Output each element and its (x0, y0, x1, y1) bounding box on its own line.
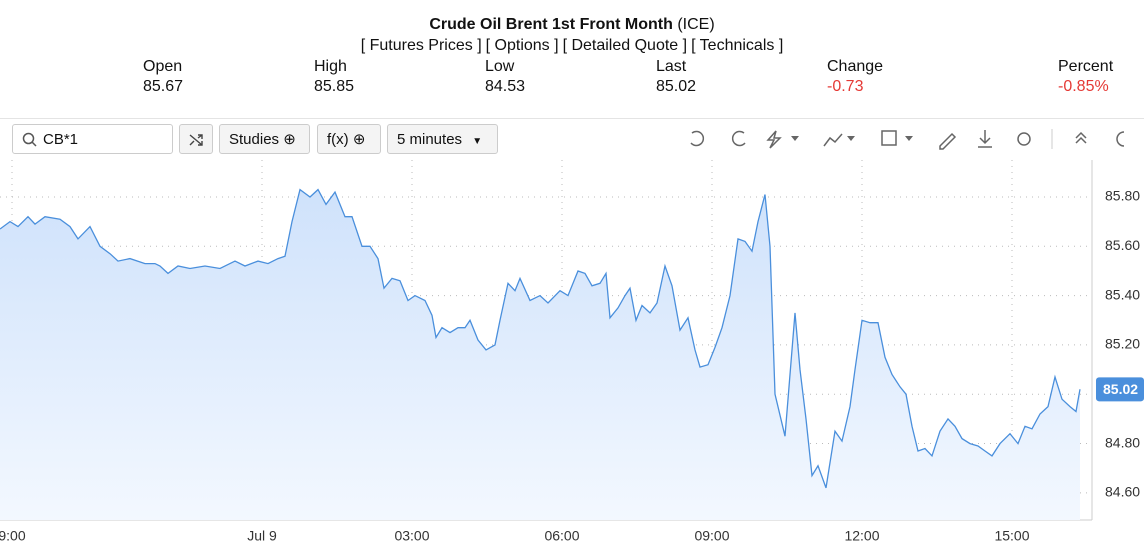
quote-label: Change (827, 58, 884, 75)
compare-button[interactable] (179, 124, 213, 154)
toolbar: CB*1 Studies ⊕ f(x) ⊕ 5 minutes ▼ (0, 118, 1144, 161)
download-icon[interactable] (978, 130, 992, 148)
quote-value: -0.73 (827, 78, 864, 95)
symbol-input[interactable]: CB*1 (12, 124, 173, 154)
undo-icon[interactable] (690, 130, 705, 147)
settings-icon[interactable] (1017, 132, 1031, 146)
quote-value: 84.53 (485, 78, 526, 95)
last-price-badge (1096, 377, 1144, 402)
last-price-label: 85.02 (1103, 381, 1138, 397)
quote-field: Change -0.73 (827, 57, 883, 97)
y-tick-label: 85.80 (1105, 188, 1140, 204)
area (0, 189, 1080, 520)
quote-value: 85.67 (143, 78, 184, 95)
layout-icon[interactable] (881, 130, 897, 146)
y-tick-label: 84.80 (1105, 434, 1140, 450)
title-line: Crude Oil Brent 1st Front Month (ICE) (0, 16, 1144, 34)
quote-value: 85.02 (656, 78, 697, 95)
draw-icon[interactable] (766, 130, 782, 149)
x-tick-label: 15:00 (994, 528, 1029, 544)
y-tick-label: 85.40 (1105, 286, 1140, 302)
studies-label: Studies (229, 131, 280, 148)
y-tick-label: 84.60 (1105, 484, 1140, 500)
nav-link[interactable]: [ Technicals ] (691, 37, 784, 54)
price-line (0, 188, 1081, 489)
y-tick-label: 85.60 (1105, 237, 1140, 253)
quote-label: High (314, 58, 347, 75)
quote-header: Crude Oil Brent 1st Front Month (ICE) [ … (0, 0, 1144, 110)
quote-label: Low (485, 58, 515, 75)
x-tick-label: 06:00 (544, 528, 579, 544)
title: Crude Oil Brent 1st Front Month (429, 16, 673, 33)
pencil-icon[interactable] (939, 132, 957, 150)
x-tick-label: Jul 9 (247, 528, 277, 544)
quote-value: 85.85 (314, 78, 355, 95)
nav-link[interactable]: [ Options ] (485, 37, 559, 54)
x-tick-label: 12:00 (844, 528, 879, 544)
interval-select[interactable]: 5 minutes ▼ (387, 124, 498, 154)
quote-field: Low 84.53 (485, 57, 525, 97)
quote-field: Open 85.67 (143, 57, 183, 97)
links: [ Futures Prices ][ Options ][ Detailed … (0, 37, 1144, 55)
exchange: (ICE) (677, 16, 715, 33)
quote-field: High 85.85 (314, 57, 354, 97)
x-tick-label: 09:00 (694, 528, 729, 544)
theme-icon[interactable] (1116, 131, 1125, 147)
quote-field: Last 85.02 (656, 57, 696, 97)
quote-label: Open (143, 58, 183, 75)
shuffle-icon (189, 134, 203, 146)
x-tick-label: 03:00 (394, 528, 429, 544)
redo-icon[interactable] (731, 130, 746, 147)
fx-button[interactable]: f(x) ⊕ (317, 124, 381, 154)
quote-value: -0.85% (1058, 78, 1109, 95)
nav-link[interactable]: [ Futures Prices ] (360, 37, 482, 54)
studies-button[interactable]: Studies ⊕ (219, 124, 310, 154)
chart: 84.6084.8085.0085.2085.4085.6085.809:00J… (0, 160, 1144, 544)
symbol: CB*1 (43, 131, 79, 148)
search-icon (22, 132, 37, 147)
nav-link[interactable]: [ Detailed Quote ] (562, 37, 688, 54)
x-tick-label: 9:00 (0, 528, 26, 544)
quote-field: Percent -0.85% (1058, 57, 1113, 97)
y-tick-label: 85.20 (1105, 336, 1140, 352)
tool-icons (690, 129, 1125, 150)
collapse-icon[interactable] (1075, 131, 1087, 144)
quote-label: Last (656, 58, 687, 75)
interval-label: 5 minutes (397, 131, 463, 148)
fx-label: f(x) (327, 131, 349, 148)
chart-type-icon[interactable] (823, 133, 843, 147)
quote-label: Percent (1058, 58, 1114, 75)
